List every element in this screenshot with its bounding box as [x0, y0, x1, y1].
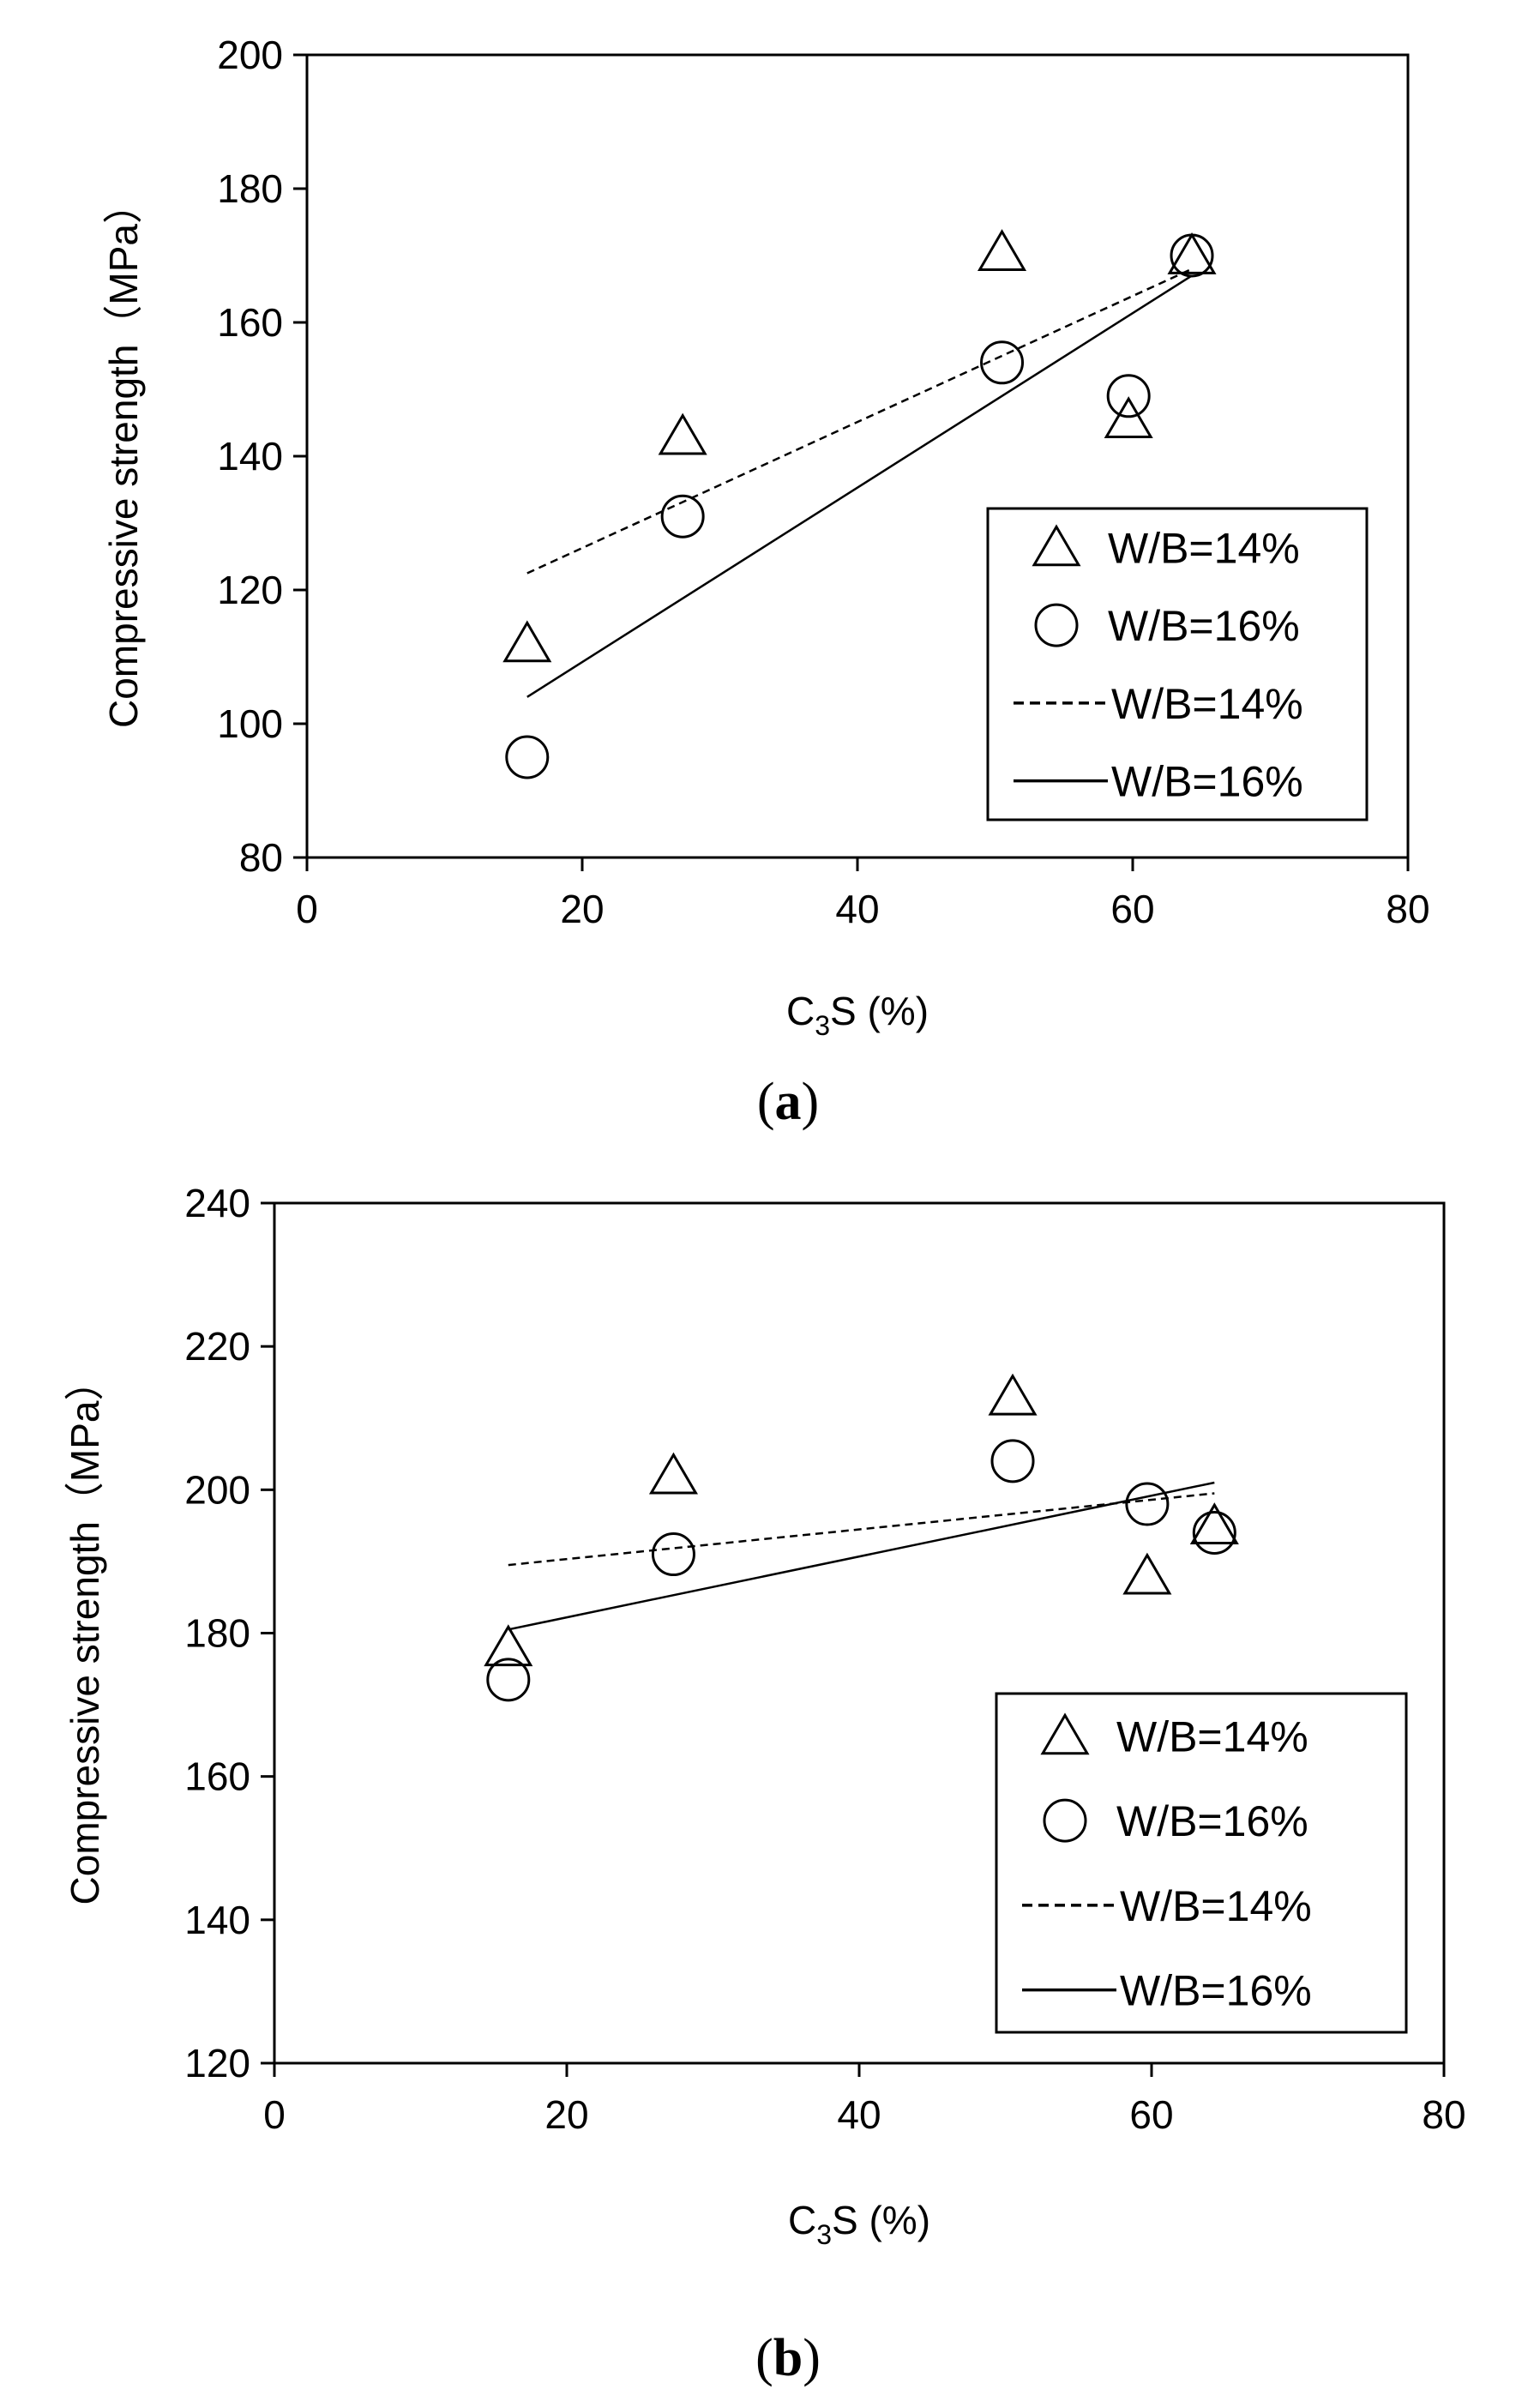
legend-label: W/B=16%: [1108, 602, 1300, 650]
y-axis-title: Compressive strength（MPa）: [63, 1362, 107, 1905]
legend-box: [986, 507, 1369, 821]
y-tick-label: 100: [217, 701, 283, 746]
triangle-marker: [658, 412, 707, 455]
legend-triangle-icon: [1032, 524, 1081, 567]
circle-marker: [1106, 374, 1151, 418]
fit-line-dashed: [508, 1492, 1215, 1567]
x-tick-label: 80: [1422, 2092, 1465, 2137]
x-tick-label: 20: [544, 2092, 588, 2137]
y-tick-label: 180: [184, 1611, 250, 1656]
x-axis-title: C3S (%): [788, 2198, 930, 2250]
y-tick-label: 120: [217, 568, 283, 612]
circle-marker: [990, 1439, 1035, 1483]
legend-triangle-icon: [1040, 1712, 1090, 1755]
x-tick-label: 40: [837, 2092, 881, 2137]
chart-b: 120 140 160 180 200 220 240 0 20 40 60 80 Compressiv…: [63, 1181, 1466, 2250]
chart-a: 80 100 120 140 160 180 200 0 20 40 60 80 Compressive…: [101, 33, 1430, 1041]
triangle-marker: [1122, 1552, 1172, 1595]
y-tick-label: 180: [217, 166, 283, 211]
y-tick-label: 160: [184, 1754, 250, 1799]
legend-label: W/B=14%: [1116, 1712, 1308, 1760]
y-tick-label: 140: [217, 434, 283, 478]
panel-label-b: (b): [755, 2329, 821, 2387]
x-tick-label: 0: [263, 2092, 286, 2137]
x-tick-label: 80: [1386, 887, 1429, 931]
triangle-marker: [648, 1452, 698, 1495]
fit-line-solid: [526, 274, 1193, 698]
legend-label: W/B=16%: [1120, 1967, 1312, 2015]
legend-circle-icon: [1034, 603, 1079, 647]
legend-box: [995, 1692, 1408, 2034]
legend-label: W/B=16%: [1111, 758, 1303, 806]
x-tick-label: 0: [296, 887, 318, 931]
y-tick-label: 220: [184, 1324, 250, 1369]
fit-line-dashed: [526, 268, 1193, 575]
circle-marker: [1192, 1510, 1236, 1555]
circle-marker: [505, 735, 550, 779]
y-tick-label: 140: [184, 1898, 250, 1942]
legend-label: W/B=14%: [1108, 524, 1300, 572]
circle-marker: [1125, 1482, 1170, 1526]
y-tick-label: 240: [184, 1181, 250, 1225]
triangle-marker: [502, 620, 552, 663]
x-tick-label: 60: [1129, 2092, 1173, 2137]
x-tick-label: 40: [835, 887, 879, 931]
triangle-marker: [1189, 1502, 1239, 1545]
y-tick-label: 160: [217, 300, 283, 345]
panel-label-a: (a): [757, 1073, 819, 1131]
x-tick-label: 60: [1110, 887, 1154, 931]
x-tick-label: 20: [560, 887, 604, 931]
legend-label: W/B=14%: [1111, 680, 1303, 728]
y-axis-title: Compressive strength（MPa）: [101, 184, 146, 728]
legend-label: W/B=14%: [1120, 1882, 1312, 1930]
y-tick-label: 80: [239, 835, 283, 880]
y-tick-label: 200: [217, 33, 283, 77]
fit-line-solid: [508, 1481, 1215, 1631]
triangle-marker: [1167, 232, 1217, 274]
x-axis-title: C3S (%): [786, 989, 929, 1041]
triangle-marker: [1104, 396, 1153, 438]
circle-marker: [1170, 233, 1214, 278]
triangle-marker: [977, 229, 1027, 271]
y-tick-label: 200: [184, 1467, 250, 1512]
circle-marker: [486, 1658, 531, 1702]
triangle-marker: [988, 1373, 1038, 1416]
circle-marker: [651, 1532, 695, 1577]
circle-marker: [660, 494, 705, 539]
legend-label: W/B=16%: [1116, 1797, 1308, 1845]
y-tick-label: 120: [184, 2041, 250, 2085]
triangle-marker: [484, 1624, 533, 1667]
circle-marker: [980, 340, 1025, 385]
legend-circle-icon: [1043, 1798, 1087, 1843]
